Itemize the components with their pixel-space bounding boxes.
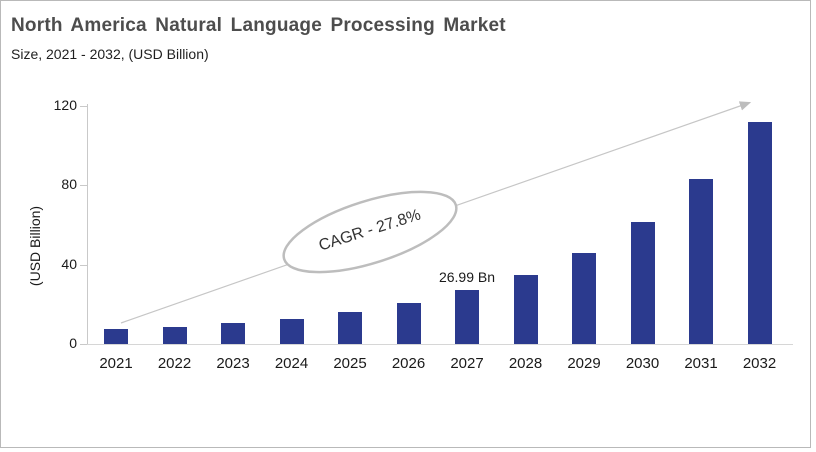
bar-2021: [104, 329, 128, 344]
x-tick-label: 2022: [157, 355, 192, 372]
x-tick-label: 2031: [684, 355, 718, 372]
x-axis-line: [87, 344, 793, 345]
y-axis-line: [87, 104, 88, 345]
x-tick-label: 2026: [391, 355, 426, 372]
y-tick-mark: [80, 185, 87, 187]
x-tick-label: 2029: [567, 355, 601, 372]
cagr-ellipse: [282, 190, 458, 274]
bar-2032: [747, 122, 772, 344]
bar-2025: [338, 312, 362, 344]
x-tick-label: 2023: [216, 355, 250, 372]
y-tick-mark: [80, 106, 87, 107]
y-tick-label: 120: [53, 97, 77, 113]
x-tick-label: 2027: [450, 355, 484, 372]
bar-2030: [630, 222, 655, 344]
bar-2028: [513, 275, 538, 344]
y-tick-mark: [80, 344, 87, 345]
bar-2022: [162, 327, 187, 344]
y-tick-label: 0: [69, 335, 77, 351]
bar-2027: [455, 290, 479, 344]
y-tick-mark: [80, 264, 87, 266]
bar-2023: [221, 323, 245, 344]
x-tick-label: 2021: [99, 355, 133, 372]
x-tick-label: 2024: [274, 355, 309, 372]
bar-value-label: 26.99 Bn: [438, 269, 496, 286]
y-tick-label: 80: [61, 176, 77, 193]
y-tick-label: 40: [61, 255, 77, 272]
chart-title: North America Natural Language Processin…: [11, 15, 506, 36]
bar-2026: [396, 303, 421, 344]
chart-subtitle: Size, 2021 - 2032, (USD Billion): [11, 46, 209, 62]
x-tick-label: 2025: [333, 355, 367, 372]
x-tick-label: 2032: [742, 355, 777, 372]
x-tick-label: 2030: [625, 355, 660, 372]
bar-2029: [572, 253, 596, 344]
bar-2031: [689, 179, 713, 344]
x-tick-label: 2028: [508, 355, 543, 372]
bar-2024: [279, 319, 304, 344]
